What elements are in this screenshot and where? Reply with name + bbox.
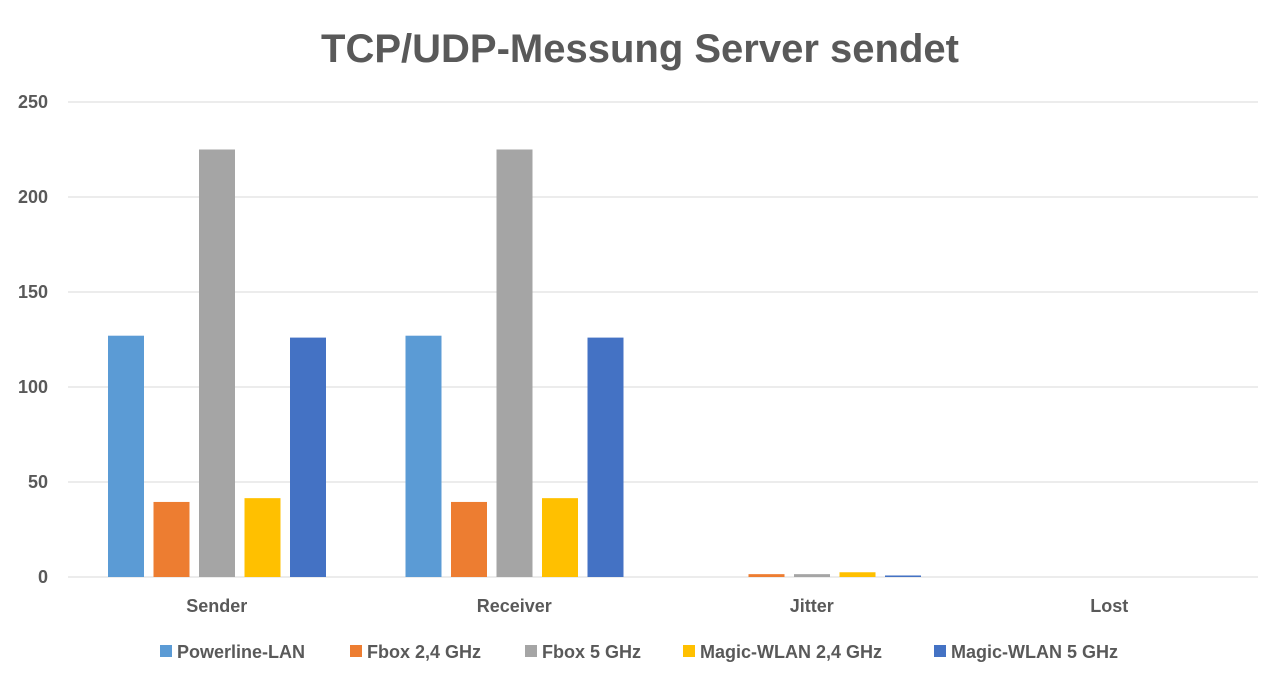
legend-label: Magic-WLAN 2,4 GHz [700, 642, 882, 662]
legend: Powerline-LAN Fbox 2,4 GHz Fbox 5 GHz Magic… [160, 642, 1118, 662]
legend-label: Powerline-LAN [177, 642, 305, 662]
chart-title: TCP/UDP-Messung Server sendet [321, 27, 959, 71]
bar [290, 337, 326, 577]
y-tick-label: 100 [18, 377, 48, 397]
legend-swatch [683, 645, 695, 657]
bars [108, 149, 921, 577]
bar [153, 501, 190, 577]
legend-label: Magic-WLAN 5 GHz [951, 642, 1118, 662]
legend-swatch [160, 645, 172, 657]
x-axis-tick-labels: Sender Receiver Jitter Lost [186, 596, 1128, 616]
legend-label: Fbox 2,4 GHz [367, 642, 481, 662]
y-tick-label: 250 [18, 92, 48, 112]
y-tick-label: 50 [28, 472, 48, 492]
y-axis-tick-labels: 0 50 100 150 200 250 [18, 92, 48, 587]
x-tick-label: Lost [1090, 596, 1128, 616]
bar [108, 335, 144, 577]
bar [748, 574, 785, 577]
bar [885, 575, 921, 577]
bar [405, 335, 442, 577]
x-tick-label: Jitter [790, 596, 834, 616]
legend-label: Fbox 5 GHz [542, 642, 641, 662]
legend-swatch [350, 645, 362, 657]
y-tick-label: 200 [18, 187, 48, 207]
bar [199, 149, 235, 577]
legend-item: Powerline-LAN [160, 642, 305, 662]
y-tick-label: 0 [38, 567, 48, 587]
bar [542, 498, 578, 577]
legend-item: Fbox 5 GHz [525, 642, 641, 662]
bar [451, 501, 487, 577]
x-tick-label: Receiver [477, 596, 552, 616]
bar [839, 572, 876, 577]
bar [794, 574, 830, 577]
gridlines [68, 101, 1258, 578]
y-tick-label: 150 [18, 282, 48, 302]
bar [244, 498, 281, 577]
x-tick-label: Sender [186, 596, 247, 616]
legend-item: Magic-WLAN 2,4 GHz [683, 642, 882, 662]
bar [496, 149, 533, 577]
legend-swatch [934, 645, 946, 657]
legend-item: Fbox 2,4 GHz [350, 642, 481, 662]
legend-swatch [525, 645, 537, 657]
bar [587, 337, 624, 577]
legend-item: Magic-WLAN 5 GHz [934, 642, 1118, 662]
